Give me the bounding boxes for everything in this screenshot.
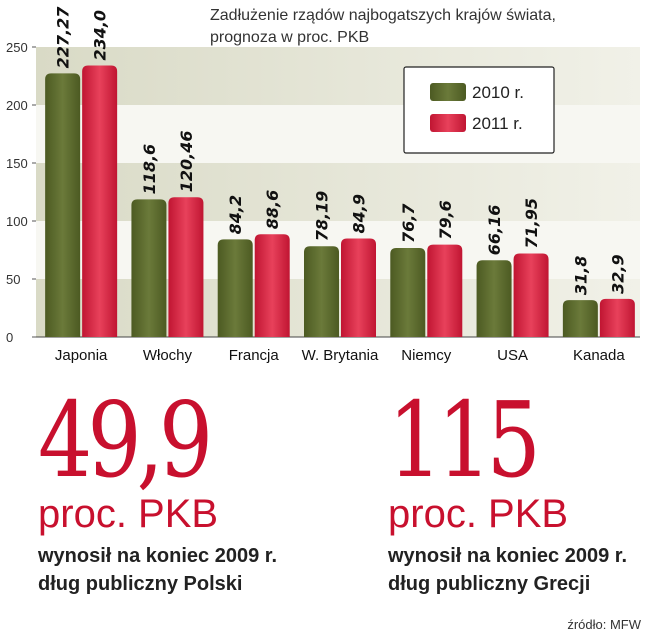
bar-japonia-2010-r bbox=[45, 73, 81, 338]
grid-band bbox=[36, 163, 640, 221]
stat-poland: 49,9 proc. PKB wynosił na koniec 2009 r.… bbox=[38, 388, 277, 598]
source-note: źródło: MFW bbox=[567, 617, 641, 632]
debt-chart: 0 50 100 150 200 250 227,27 234,0 118,6 120,46 84… bbox=[6, 6, 640, 364]
stat-greece-unit: proc. PKB bbox=[388, 492, 569, 536]
bar-kanada-2011-r bbox=[599, 298, 635, 337]
bar-francja-2011-r bbox=[254, 234, 290, 337]
value-label-kanada-2011-r: 32,9 bbox=[608, 254, 627, 293]
category-label-usa: USA bbox=[497, 347, 528, 364]
value-label-francja-2011-r: 88,6 bbox=[263, 190, 282, 229]
bar-w-ochy-2011-r bbox=[168, 197, 204, 337]
category-labels: Japonia Włochy Francja W. Brytania Niemcy USA… bbox=[55, 347, 626, 364]
stat-greece-value: 115 bbox=[388, 379, 541, 501]
category-label-w-brytania: W. Brytania bbox=[302, 347, 379, 364]
y-tick-label: 0 bbox=[6, 330, 13, 345]
bars bbox=[45, 65, 635, 338]
y-tick-label: 50 bbox=[6, 272, 20, 287]
value-label-w-brytania-2010-r: 78,19 bbox=[313, 191, 332, 242]
bar-francja-2010-r bbox=[217, 239, 253, 337]
chart-title-line-1: Zadłużenie rządów najbogatszych krajów ś… bbox=[210, 7, 556, 24]
category-label-kanada: Kanada bbox=[573, 347, 625, 364]
y-tick-label: 100 bbox=[6, 214, 28, 229]
value-label-francja-2010-r: 84,2 bbox=[226, 195, 245, 234]
category-label-niemcy: Niemcy bbox=[401, 347, 452, 364]
value-label-japonia-2011-r: 234,0 bbox=[91, 10, 110, 61]
bar-japonia-2011-r bbox=[82, 65, 118, 337]
bar-niemcy-2011-r bbox=[427, 244, 463, 337]
value-label-japonia-2010-r: 227,27 bbox=[54, 6, 73, 69]
y-tick-label: 200 bbox=[6, 98, 28, 113]
value-label-niemcy-2010-r: 76,7 bbox=[399, 203, 418, 243]
legend-label-2011: 2011 r. bbox=[472, 114, 523, 133]
category-label-w-ochy: Włochy bbox=[143, 347, 193, 364]
value-labels: 227,27 234,0 118,6 120,46 84,2 88,6 78,19 84,9 7… bbox=[54, 6, 628, 295]
legend-swatch-2010 bbox=[430, 83, 466, 101]
value-label-kanada-2010-r: 31,8 bbox=[571, 256, 590, 295]
category-label-francja: Francja bbox=[229, 347, 280, 364]
value-label-w-brytania-2011-r: 84,9 bbox=[350, 194, 369, 233]
bar-niemcy-2010-r bbox=[390, 248, 426, 337]
y-tick-label: 150 bbox=[6, 156, 28, 171]
value-label-niemcy-2011-r: 79,6 bbox=[436, 200, 455, 239]
bar-usa-2011-r bbox=[513, 253, 549, 337]
bar-w-brytania-2010-r bbox=[304, 246, 339, 337]
stat-poland-value: 49,9 bbox=[38, 379, 213, 501]
legend-box bbox=[403, 66, 555, 154]
stat-greece-desc-1: wynosił na koniec 2009 r. bbox=[388, 545, 628, 567]
y-tick-label: 250 bbox=[6, 40, 28, 55]
value-label-usa-2011-r: 71,95 bbox=[522, 198, 541, 249]
bar-w-brytania-2011-r bbox=[341, 238, 376, 337]
bar-usa-2010-r bbox=[476, 260, 512, 337]
value-label-w-ochy-2011-r: 120,46 bbox=[177, 131, 196, 193]
legend-label-2010: 2010 r. bbox=[472, 83, 524, 102]
legend: 2010 r. 2011 r. bbox=[403, 66, 555, 154]
bar-kanada-2010-r bbox=[562, 300, 598, 337]
stat-greece-desc-2: dług publiczny Grecji bbox=[388, 573, 591, 595]
stat-greece: 115 proc. PKB wynosił na koniec 2009 r. … bbox=[388, 388, 627, 598]
stat-poland-unit: proc. PKB bbox=[38, 492, 219, 536]
category-label-japonia: Japonia bbox=[55, 347, 108, 364]
chart-title-line-2: prognoza w proc. PKB bbox=[210, 29, 369, 46]
legend-swatch-2011 bbox=[430, 114, 466, 132]
stat-poland-desc-1: wynosił na koniec 2009 r. bbox=[38, 545, 278, 567]
value-label-w-ochy-2010-r: 118,6 bbox=[140, 144, 159, 195]
stat-poland-desc-2: dług publiczny Polski bbox=[38, 573, 243, 595]
bar-w-ochy-2010-r bbox=[131, 199, 167, 337]
value-label-usa-2010-r: 66,16 bbox=[485, 205, 504, 256]
